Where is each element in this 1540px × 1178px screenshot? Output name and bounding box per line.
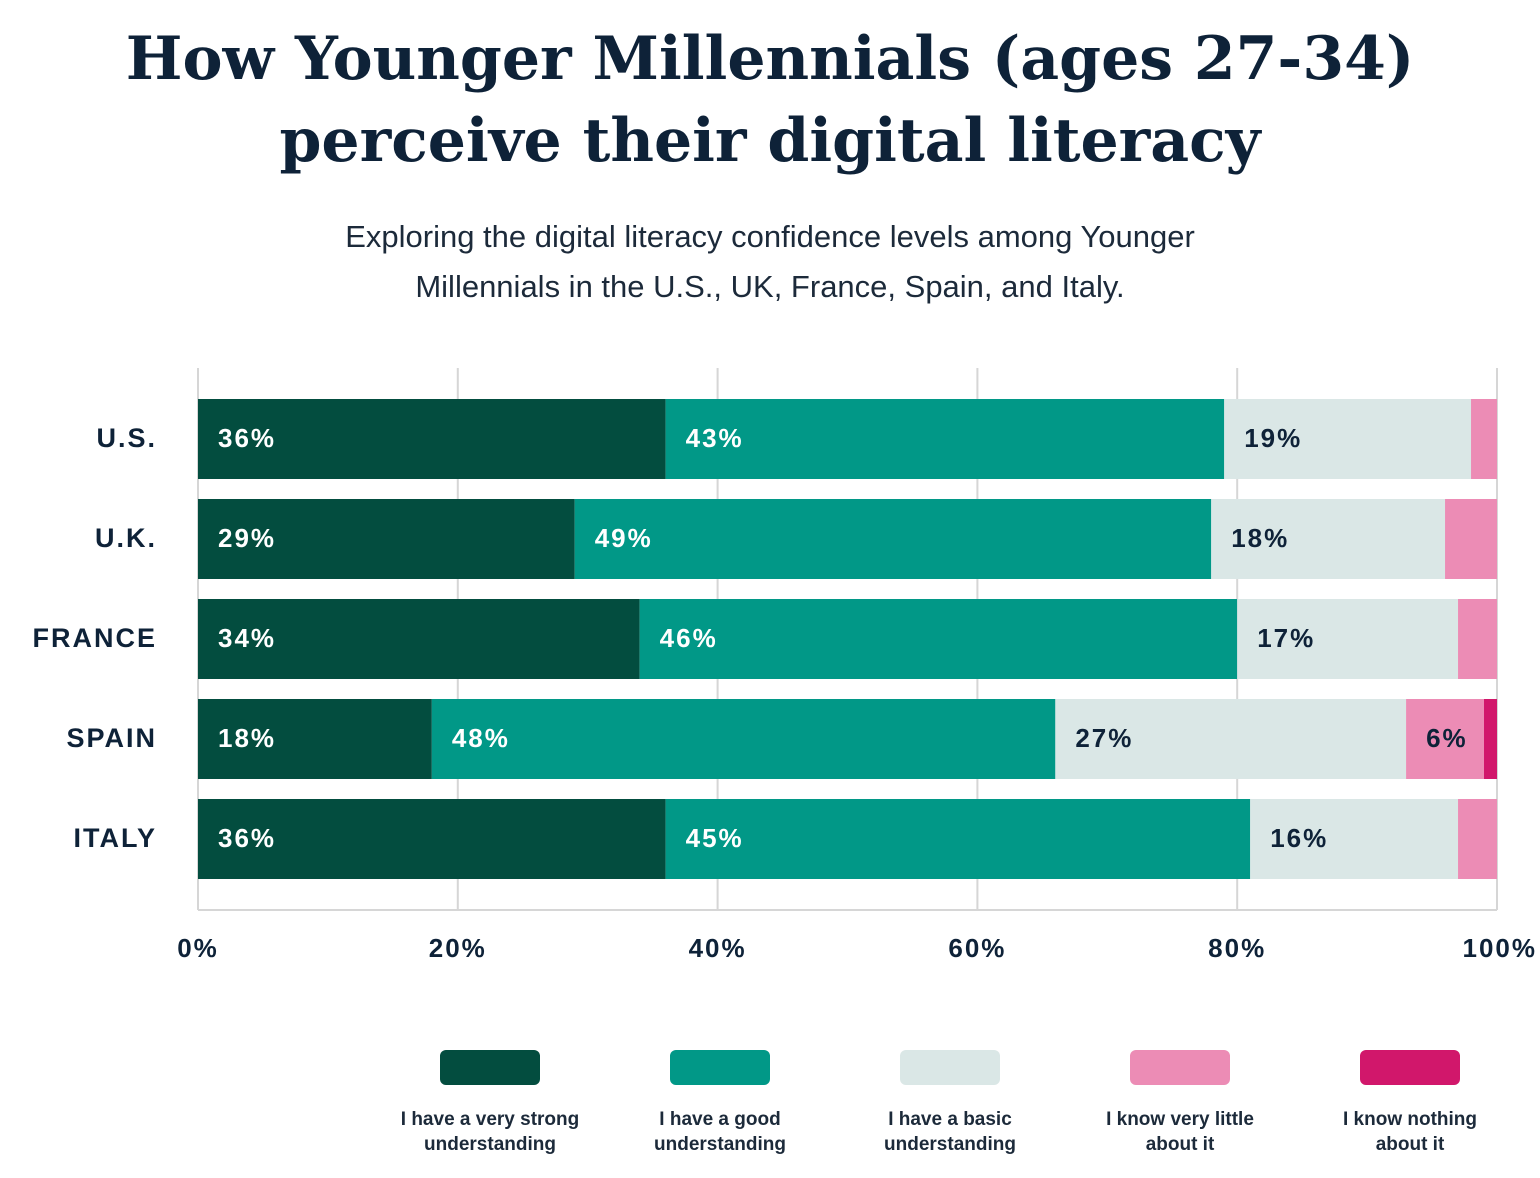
data-label-us-series-0: 36% (218, 423, 276, 453)
data-label-france-series-2: 17% (1257, 623, 1315, 653)
legend-label-good-line2: understanding (654, 1134, 786, 1155)
chart-subtitle-line1: Exploring the digital literacy confidenc… (345, 219, 1195, 254)
category-label-uk: U.K. (95, 523, 157, 553)
legend-item-nothing: I know nothing about it (1295, 1050, 1525, 1157)
legend-label-basic-line1: I have a basic (888, 1109, 1012, 1130)
legend-label-basic-line2: understanding (884, 1134, 1016, 1155)
chart-title-line1: How Younger Millennials (ages 27-34) (125, 24, 1415, 94)
legend-label-nothing-line2: about it (1375, 1134, 1445, 1155)
data-label-spain-series-1: 48% (452, 723, 510, 753)
data-label-italy-series-1: 45% (686, 823, 744, 853)
x-tick-label-100: 100% (1463, 933, 1538, 963)
x-tick-label-20: 20% (429, 933, 487, 963)
stacked-bar-chart: 36% 43% 19% U.S. 29% 49% 18% U.K. 34% 46% 17% FRANC… (33, 368, 1538, 963)
legend-label-very-strong-line2: understanding (424, 1134, 556, 1155)
category-label-italy: ITALY (73, 823, 157, 853)
legend-label-basic: I have a basic understanding (835, 1107, 1065, 1157)
chart-legend: I have a very strong understanding I hav… (375, 1050, 1525, 1170)
data-label-uk-series-2: 18% (1231, 523, 1289, 553)
data-label-italy-series-2: 16% (1270, 823, 1328, 853)
legend-label-very-little-line2: about it (1145, 1134, 1215, 1155)
category-label-france: FRANCE (33, 623, 158, 653)
legend-swatch-very-little (1130, 1050, 1230, 1085)
x-tick-label-40: 40% (689, 933, 747, 963)
legend-label-very-strong-line1: I have a very strong (400, 1109, 580, 1130)
bar-us-series-2 (1224, 399, 1472, 479)
bar-spain-series-0 (198, 699, 432, 779)
chart-title-line2: perceive their digital literacy (279, 106, 1261, 176)
data-label-spain-series-3: 6% (1426, 723, 1468, 753)
bar-uk-series-1 (574, 499, 1212, 579)
x-tick-label-0: 0% (177, 933, 219, 963)
legend-item-good: I have a good understanding (605, 1050, 835, 1157)
bar-uk-series-0 (198, 499, 575, 579)
legend-swatch-basic (900, 1050, 1000, 1085)
bar-us-series-1 (665, 399, 1225, 479)
bar-spain-series-4 (1484, 699, 1497, 779)
bar-italy-series-0 (198, 799, 666, 879)
legend-item-very-little: I know very little about it (1065, 1050, 1295, 1157)
legend-label-very-little-line1: I know very little (1106, 1109, 1254, 1130)
data-label-uk-series-1: 49% (595, 523, 653, 553)
bar-italy-series-2 (1250, 799, 1459, 879)
legend-item-basic: I have a basic understanding (835, 1050, 1065, 1157)
data-label-italy-series-0: 36% (218, 823, 276, 853)
chart-subtitle: Exploring the digital literacy confidenc… (270, 212, 1270, 312)
data-label-us-series-2: 19% (1244, 423, 1302, 453)
bar-france-series-0 (198, 599, 640, 679)
legend-swatch-nothing (1360, 1050, 1460, 1085)
data-label-uk-series-0: 29% (218, 523, 276, 553)
bar-spain-series-2 (1055, 699, 1407, 779)
bar-spain-series-3 (1406, 699, 1485, 779)
x-tick-label-60: 60% (948, 933, 1006, 963)
legend-label-very-little: I know very little about it (1065, 1107, 1295, 1157)
category-label-spain: SPAIN (66, 723, 157, 753)
bar-uk-series-2 (1211, 499, 1446, 579)
legend-label-nothing: I know nothing about it (1295, 1107, 1525, 1157)
legend-swatch-good (670, 1050, 770, 1085)
bar-us-series-3 (1471, 399, 1497, 479)
data-label-spain-series-2: 27% (1075, 723, 1133, 753)
bar-france-series-3 (1458, 599, 1497, 679)
legend-label-good: I have a good understanding (605, 1107, 835, 1157)
bar-france-series-1 (639, 599, 1238, 679)
legend-label-nothing-line1: I know nothing (1342, 1109, 1478, 1130)
legend-item-very-strong: I have a very strong understanding (375, 1050, 605, 1157)
legend-label-good-line1: I have a good (659, 1109, 781, 1130)
bar-uk-series-3 (1445, 499, 1497, 579)
data-label-france-series-1: 46% (660, 623, 718, 653)
chart-title: How Younger Millennials (ages 27-34) per… (0, 18, 1540, 182)
bar-france-series-2 (1237, 599, 1459, 679)
legend-swatch-very-strong (440, 1050, 540, 1085)
data-label-france-series-0: 34% (218, 623, 276, 653)
legend-label-very-strong: I have a very strong understanding (375, 1107, 605, 1157)
bar-spain-series-1 (431, 699, 1056, 779)
data-label-us-series-1: 43% (686, 423, 744, 453)
bar-italy-series-1 (665, 799, 1251, 879)
x-tick-label-80: 80% (1208, 933, 1266, 963)
bar-us-series-0 (198, 399, 666, 479)
data-label-spain-series-0: 18% (218, 723, 276, 753)
bar-italy-series-3 (1458, 799, 1497, 879)
chart-subtitle-line2: Millennials in the U.S., UK, France, Spa… (415, 269, 1125, 304)
category-label-us: U.S. (96, 423, 157, 453)
